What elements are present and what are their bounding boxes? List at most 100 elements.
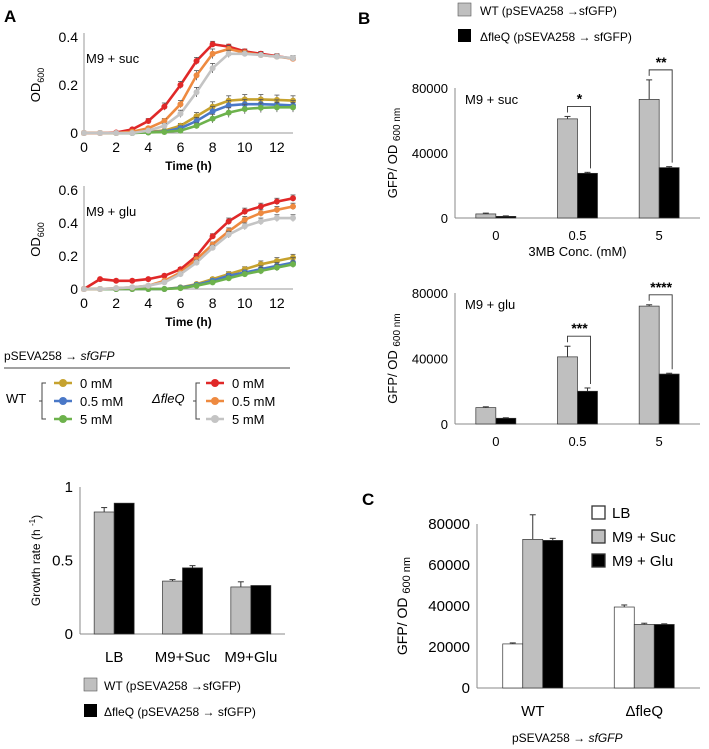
x-axis-title: Time (h) [165, 159, 211, 173]
chart-title: M9 + suc [86, 51, 140, 66]
x-category-label: WT [521, 703, 544, 720]
panel-label-b: B [358, 9, 370, 28]
y-tick-label: 0 [441, 417, 448, 432]
y-tick-label: 1 [65, 479, 73, 496]
y-tick-label: 40000 [412, 146, 448, 161]
legend-label: 0 mM [80, 376, 113, 391]
bar [653, 624, 675, 689]
legend-c: LB M9 + Suc M9 + Glu [591, 505, 676, 570]
x-category-label: 0.5 [568, 228, 586, 243]
bar [113, 502, 135, 635]
x-category-label: 5 [656, 228, 663, 243]
data-point [225, 102, 232, 109]
legend-label: 5 mM [232, 412, 265, 427]
bar [542, 540, 564, 689]
gfp-media-bar-chart: 0 20000 40000 60000 80000 WT ΔfleQ GFP/ OD 600 … [394, 514, 700, 720]
data-point [209, 233, 216, 240]
data-point [273, 215, 280, 222]
x-category-label: 0 [492, 434, 499, 449]
data-point [193, 72, 200, 79]
data-point [209, 244, 216, 251]
data-point [161, 279, 168, 286]
y-tick-label: 0.6 [59, 182, 79, 198]
bar [577, 172, 598, 219]
data-point [241, 50, 248, 57]
legend-wt-bracket [39, 382, 46, 420]
data-point [225, 231, 232, 238]
y-tick-label: 0.4 [59, 29, 79, 45]
data-point [97, 286, 104, 292]
x-category-label: 0.5 [568, 434, 586, 449]
legend-marker [211, 397, 219, 405]
bar [613, 606, 635, 689]
x-tick-label: 10 [237, 139, 253, 155]
x-tick-label: 12 [269, 295, 285, 311]
x-tick-label: 2 [112, 295, 120, 311]
x-category-label: 5 [656, 434, 663, 449]
legend-marker [59, 397, 67, 405]
legend-top-wt-swatch [457, 2, 472, 17]
y-tick-label: 40000 [412, 352, 448, 367]
construct-label: pSEVA258 → sfGFP [4, 349, 115, 363]
bar [182, 567, 203, 635]
legend-swatch [591, 505, 606, 520]
growth-rate-bar-chart: 0 0.5 1 LB M9+Suc M9+Glu Growth rate (h -1) [28, 479, 285, 666]
bar [250, 585, 272, 635]
y-axis-title: GFP/ OD 600 nm [385, 108, 403, 198]
y-tick-label: 60000 [428, 557, 470, 574]
y-tick-label: 0 [70, 281, 78, 297]
chart-title: M9 + glu [465, 297, 515, 312]
legend-label: 0 mM [232, 376, 265, 391]
x-category-label: M9+Glu [224, 649, 277, 666]
bar [557, 356, 578, 425]
data-point [241, 223, 248, 230]
bar [475, 213, 497, 219]
significance-bracket [567, 105, 591, 169]
bar [658, 373, 680, 425]
x-tick-label: 8 [209, 139, 217, 155]
bar [577, 390, 598, 425]
data-point [209, 279, 216, 286]
y-tick-label: 0 [462, 680, 470, 697]
data-point [209, 41, 216, 48]
y-axis-title: GFP/ OD 600 nm [394, 557, 413, 655]
data-point [290, 203, 296, 210]
growth-curve-chart-glu: 0 0.2 0.4 0.6 0 2 4 6 8 10 12 Time (h) OD600 M9 + glu [28, 182, 296, 329]
legend-marker [59, 379, 67, 387]
bar [557, 118, 578, 219]
x-axis-title: 3MB Conc. (mM) [528, 244, 626, 259]
legend-top-wt-text: WT (pSEVA258 →sfGFP) [480, 4, 617, 18]
data-point [177, 127, 184, 134]
data-point [273, 264, 280, 271]
y-tick-label: 0 [441, 211, 448, 226]
legend-top-mut-text: ΔfleQ (pSEVA258 → sfGFP) [480, 30, 632, 44]
bar [475, 407, 497, 425]
significance-bracket [648, 69, 673, 163]
gfp-bar-chart-suc: 0 40000 80000 0 0.5 5 3MB Conc. (mM) GFP/ OD 60… [385, 54, 700, 259]
x-tick-label: 6 [177, 295, 185, 311]
bar [522, 539, 544, 689]
data-point [145, 118, 152, 124]
data-point [177, 110, 184, 117]
y-tick-label: 40000 [428, 598, 470, 615]
data-point [81, 286, 87, 292]
bar [495, 417, 517, 425]
bar [93, 511, 115, 635]
legend-marker [211, 415, 219, 423]
y-tick-label: 80000 [412, 81, 448, 96]
data-point [129, 284, 136, 291]
legend-mut-label: ΔfleQ [151, 391, 185, 406]
legend-marker [59, 415, 67, 423]
data-point [290, 195, 296, 202]
construct-label-c: pSEVA258 → sfGFP [512, 731, 623, 745]
x-tick-label: 12 [269, 139, 285, 155]
data-point [257, 203, 264, 210]
growth-curve-chart-suc: 0 0.2 0.4 0 2 4 6 8 10 12 Time (h) OD600 M9 + suc [28, 29, 296, 173]
significance-bracket [567, 335, 591, 384]
data-point [273, 198, 280, 205]
chart-title: M9 + suc [465, 92, 519, 107]
data-point [241, 216, 248, 223]
x-tick-label: 4 [144, 295, 152, 311]
data-point [225, 275, 232, 282]
legend-mut-swatch [84, 704, 97, 717]
